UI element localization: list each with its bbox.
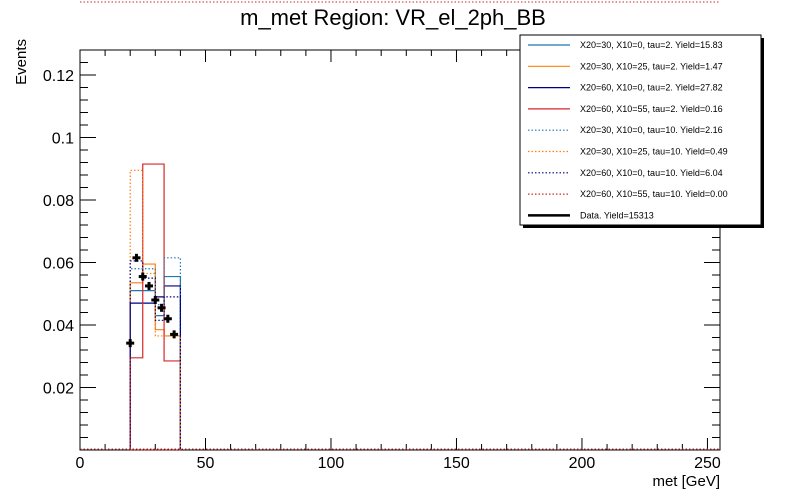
y-tick-label: 0.1 (52, 131, 74, 148)
x-tick-label: 50 (197, 455, 215, 472)
x-tick-label: 250 (694, 455, 721, 472)
series-4-histogram (129, 163, 181, 450)
x-tick-label: 150 (443, 455, 470, 472)
x-tick-label: 200 (569, 455, 596, 472)
x-tick-label: 0 (76, 455, 85, 472)
data-points (126, 253, 179, 348)
legend-label: X20=60, X10=55, tau=10. Yield=0.00 (580, 189, 728, 199)
x-tick-label: 100 (318, 455, 345, 472)
y-tick-label: 0.12 (43, 68, 74, 85)
series-5-histogram (129, 257, 181, 450)
legend-label: X20=60, X10=0, tau=2. Yield=27.82 (580, 83, 723, 93)
y-tick-label: 0.04 (43, 318, 74, 335)
legend-label: X20=60, X10=0, tau=10. Yield=6.04 (580, 168, 723, 178)
legend-label: X20=30, X10=25, tau=2. Yield=1.47 (580, 61, 723, 71)
legend: X20=30, X10=0, tau=2. Yield=15.83 X20=30,… (519, 34, 764, 228)
legend-label: X20=30, X10=25, tau=10. Yield=0.49 (580, 147, 728, 157)
legend-label: X20=60, X10=55, tau=2. Yield=0.16 (580, 104, 723, 114)
series-7-histogram (129, 260, 181, 450)
chart-title: m_met Region: VR_el_2ph_BB (240, 5, 546, 30)
y-tick-label: 0.08 (43, 193, 74, 210)
x-axis: 0 50 100 150 200 250 (76, 50, 721, 472)
legend-label: X20=30, X10=0, tau=10. Yield=2.16 (580, 125, 723, 135)
x-axis-label: met [GeV] (652, 473, 720, 490)
y-tick-label: 0.02 (43, 381, 74, 398)
y-axis-label: Events (13, 39, 30, 85)
y-tick-label: 0.06 (43, 256, 74, 273)
legend-label: X20=30, X10=0, tau=2. Yield=15.83 (580, 40, 723, 50)
legend-label: Data. Yield=15313 (580, 210, 654, 220)
